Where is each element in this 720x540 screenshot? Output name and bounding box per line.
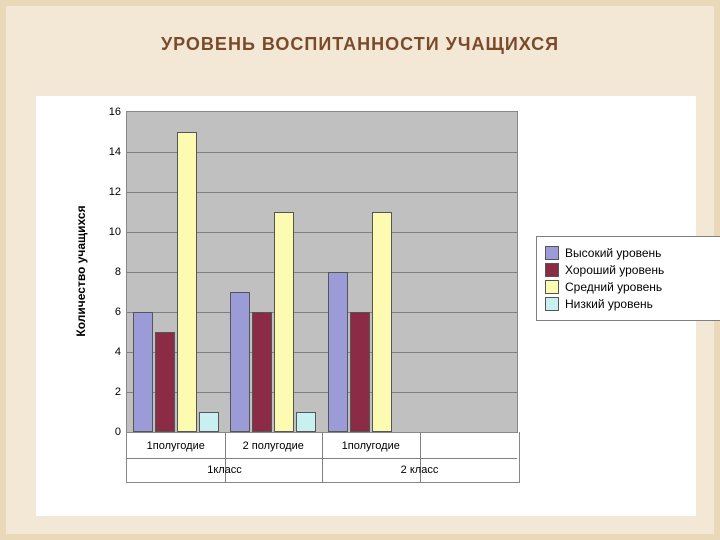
legend-item: Хороший уровень — [545, 263, 715, 277]
y-tick: 12 — [109, 186, 121, 198]
bar — [177, 132, 197, 432]
x-super-tick: 1класс — [207, 464, 242, 476]
chart-legend: Высокий уровень Хороший уровень Средний ур… — [536, 236, 720, 321]
y-tick: 14 — [109, 146, 121, 158]
bar — [274, 212, 294, 432]
y-tick: 16 — [109, 106, 121, 118]
bar — [199, 412, 219, 432]
legend-item: Низкий уровень — [545, 297, 715, 311]
bar — [252, 312, 272, 432]
bar — [155, 332, 175, 432]
legend-label: Хороший уровень — [565, 263, 664, 277]
legend-swatch — [545, 297, 559, 311]
y-tick: 0 — [115, 426, 121, 438]
legend-item: Высокий уровень — [545, 246, 715, 260]
x-super-tick: 2 класс — [401, 464, 439, 476]
super-category-separator — [322, 458, 323, 482]
legend-label: Низкий уровень — [565, 297, 653, 311]
legend-swatch — [545, 263, 559, 277]
bar — [328, 272, 348, 432]
chart-card: Количество учащихся 02468101214161полуго… — [36, 96, 696, 516]
y-tick: 2 — [115, 386, 121, 398]
page-title: УРОВЕНЬ ВОСПИТАННОСТИ УЧАЩИХСЯ — [6, 34, 714, 55]
bar — [133, 312, 153, 432]
legend-swatch — [545, 280, 559, 294]
y-tick: 4 — [115, 346, 121, 358]
y-tick: 8 — [115, 266, 121, 278]
bar — [350, 312, 370, 432]
bar — [296, 412, 316, 432]
chart-plot: 02468101214161полугодие2 полугодие1полуг… — [126, 111, 518, 433]
y-tick: 6 — [115, 306, 121, 318]
legend-label: Высокий уровень — [565, 246, 661, 260]
legend-item: Средний уровень — [545, 280, 715, 294]
y-tick: 10 — [109, 226, 121, 238]
legend-label: Средний уровень — [565, 280, 662, 294]
y-axis-label: Количество учащихся — [74, 205, 88, 336]
legend-swatch — [545, 246, 559, 260]
bar — [372, 212, 392, 432]
bar — [230, 292, 250, 432]
